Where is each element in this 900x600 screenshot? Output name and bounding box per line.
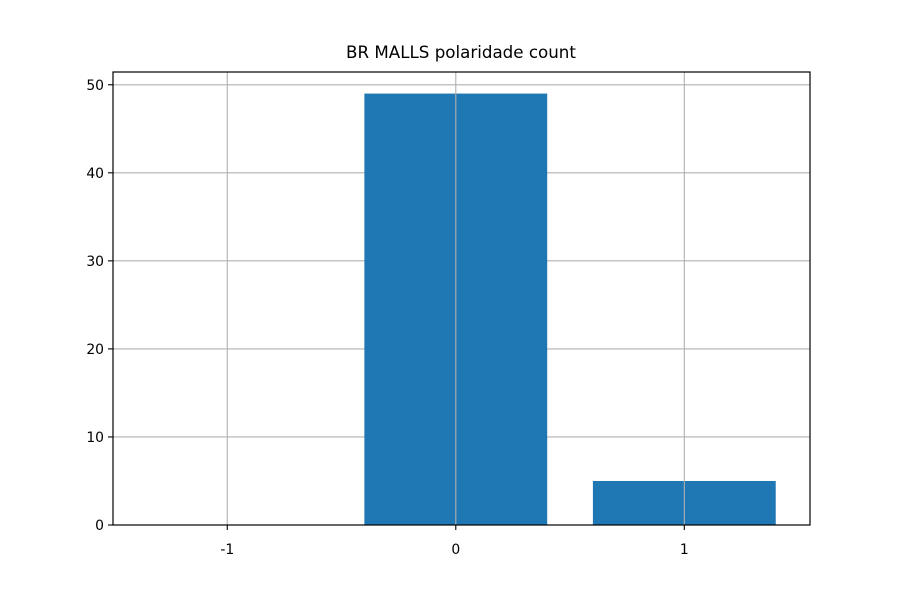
y-tick-label: 0 bbox=[95, 518, 104, 534]
x-axis-ticks: -1 0 1 bbox=[220, 525, 689, 558]
y-tick-label: 20 bbox=[86, 342, 104, 358]
y-tick-label: 30 bbox=[86, 254, 104, 270]
y-axis-ticks: 0 10 20 30 40 50 bbox=[86, 78, 113, 534]
x-tick-label: 1 bbox=[680, 542, 689, 558]
x-tick-label: -1 bbox=[220, 542, 234, 558]
x-tick-label: 0 bbox=[451, 542, 460, 558]
y-tick-label: 50 bbox=[86, 78, 104, 94]
y-tick-label: 40 bbox=[86, 166, 104, 182]
plot-frame bbox=[112, 71, 811, 526]
y-tick-label: 10 bbox=[86, 430, 104, 446]
vertical-grid-lines bbox=[226, 72, 685, 525]
chart-title: BR MALLS polaridade count bbox=[346, 42, 576, 62]
